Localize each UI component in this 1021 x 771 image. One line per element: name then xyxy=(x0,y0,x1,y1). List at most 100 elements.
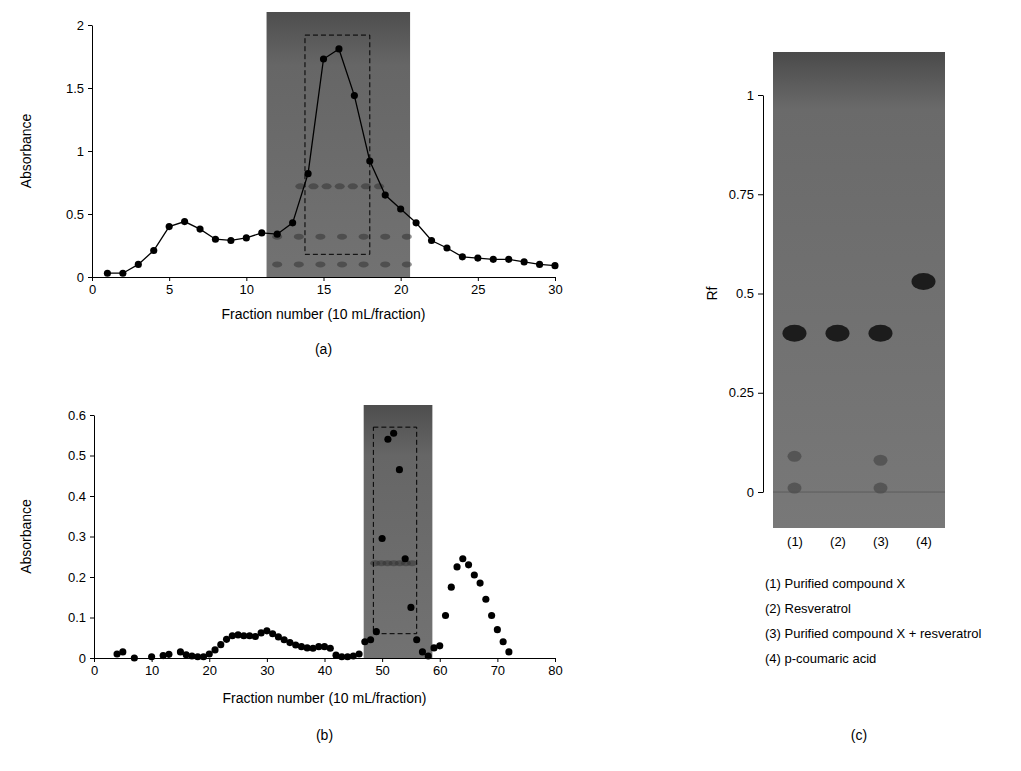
tick-mark xyxy=(90,537,94,538)
tick: 0 xyxy=(747,485,763,500)
data-point xyxy=(402,555,409,562)
tlc-photo xyxy=(267,12,411,277)
tick-label: (2) xyxy=(830,534,846,549)
tlc-spot xyxy=(359,234,369,240)
tick: 30 xyxy=(548,277,562,297)
lane-key: (1) Purified compound X(2) Resveratrol(3… xyxy=(765,576,982,666)
tick: 0.5 xyxy=(68,448,94,463)
data-point xyxy=(356,650,363,657)
tick-label: 0.5 xyxy=(736,286,754,301)
data-point xyxy=(490,256,497,263)
data-point xyxy=(471,571,478,578)
lane-axis: (1)(2)(3)(4) xyxy=(787,534,932,549)
tick: 80 xyxy=(548,658,562,678)
tlc-spot xyxy=(826,325,850,342)
tick-label: 0.5 xyxy=(68,448,86,463)
tick: (4) xyxy=(916,534,932,549)
tick-mark xyxy=(169,277,170,281)
tick-label: 10 xyxy=(240,282,254,297)
dashed-box xyxy=(305,35,370,254)
annotation: (2) Resveratrol xyxy=(765,601,851,616)
tick-label: 20 xyxy=(203,663,217,678)
data-point xyxy=(390,430,397,437)
data-point xyxy=(166,223,173,230)
annotation: (4) p-coumaric acid xyxy=(765,651,876,666)
tlc-photo xyxy=(364,405,433,658)
tick-label: 50 xyxy=(375,663,389,678)
tick-mark xyxy=(246,277,247,281)
data-point xyxy=(227,237,234,244)
data-point xyxy=(448,584,455,591)
tick: 0.75 xyxy=(729,187,763,202)
tlc-spot xyxy=(874,483,888,494)
tick-label: 0.2 xyxy=(68,570,86,585)
data-point xyxy=(373,628,380,635)
tick: 60 xyxy=(433,658,447,678)
tick: 2 xyxy=(77,18,92,33)
y-axis-title: Rf xyxy=(704,286,720,300)
data-point xyxy=(474,255,481,262)
marks xyxy=(113,430,512,662)
tlc-spot xyxy=(912,273,936,290)
tlc-spot xyxy=(869,325,893,342)
tick-label: 0 xyxy=(89,282,96,297)
tick: 10 xyxy=(145,658,159,678)
tick-mark xyxy=(497,658,498,662)
data-point xyxy=(494,626,501,633)
tick: 25 xyxy=(471,277,485,297)
tick-mark xyxy=(90,618,94,619)
tick-mark xyxy=(382,658,383,662)
tick-mark xyxy=(90,577,94,578)
tick: 0 xyxy=(89,277,96,297)
tick-mark xyxy=(90,415,94,416)
tick-mark xyxy=(324,277,325,281)
tlc-plate xyxy=(773,52,945,528)
panel-label: (c) xyxy=(851,727,867,743)
tlc-spot xyxy=(402,261,412,267)
tick-mark xyxy=(88,88,92,89)
tick-label: 0.5 xyxy=(66,207,84,222)
data-point xyxy=(419,648,426,655)
tick-mark xyxy=(88,214,92,215)
tick-label: 25 xyxy=(471,282,485,297)
tick: 0.5 xyxy=(66,207,92,222)
tick-label: 1.5 xyxy=(66,81,84,96)
x-axis-title: Fraction number (10 mL/fraction) xyxy=(223,690,427,706)
tick-mark xyxy=(88,277,92,278)
tick-label: 0.75 xyxy=(729,187,754,202)
marks xyxy=(783,273,936,493)
tick: 70 xyxy=(491,658,505,678)
data-point xyxy=(453,563,460,570)
tick-mark xyxy=(440,658,441,662)
dashed-box xyxy=(373,427,416,634)
tlc-spot xyxy=(294,261,304,267)
data-point xyxy=(384,436,391,443)
data-point xyxy=(459,253,466,260)
data-point xyxy=(482,596,489,603)
data-point xyxy=(413,636,420,643)
axis-line xyxy=(763,96,764,493)
data-point xyxy=(335,45,342,52)
tlc-inset xyxy=(364,405,433,658)
tick-label: 0.1 xyxy=(68,610,86,625)
tick-mark xyxy=(88,151,92,152)
data-point xyxy=(327,645,334,652)
tick-label: 0.4 xyxy=(68,489,86,504)
data-point xyxy=(304,170,311,177)
data-point xyxy=(212,236,219,243)
data-point xyxy=(500,638,507,645)
tlc-spot xyxy=(783,325,807,342)
tick-label: 80 xyxy=(548,663,562,678)
axis: 00.511.52 xyxy=(66,18,93,285)
tick: 0 xyxy=(77,270,92,285)
marks xyxy=(104,45,559,276)
tick: 50 xyxy=(375,658,389,678)
panel: 00.250.50.751(1)(2)(3)(4)Rf(c)(1) Purifi… xyxy=(704,52,982,743)
tick: 0.6 xyxy=(68,408,94,423)
tick-mark xyxy=(758,95,763,96)
tlc-inset xyxy=(267,12,412,277)
tlc-spot xyxy=(294,234,304,240)
tick: 0.2 xyxy=(68,570,94,585)
tick-mark xyxy=(90,496,94,497)
tick: 0.5 xyxy=(736,286,763,301)
